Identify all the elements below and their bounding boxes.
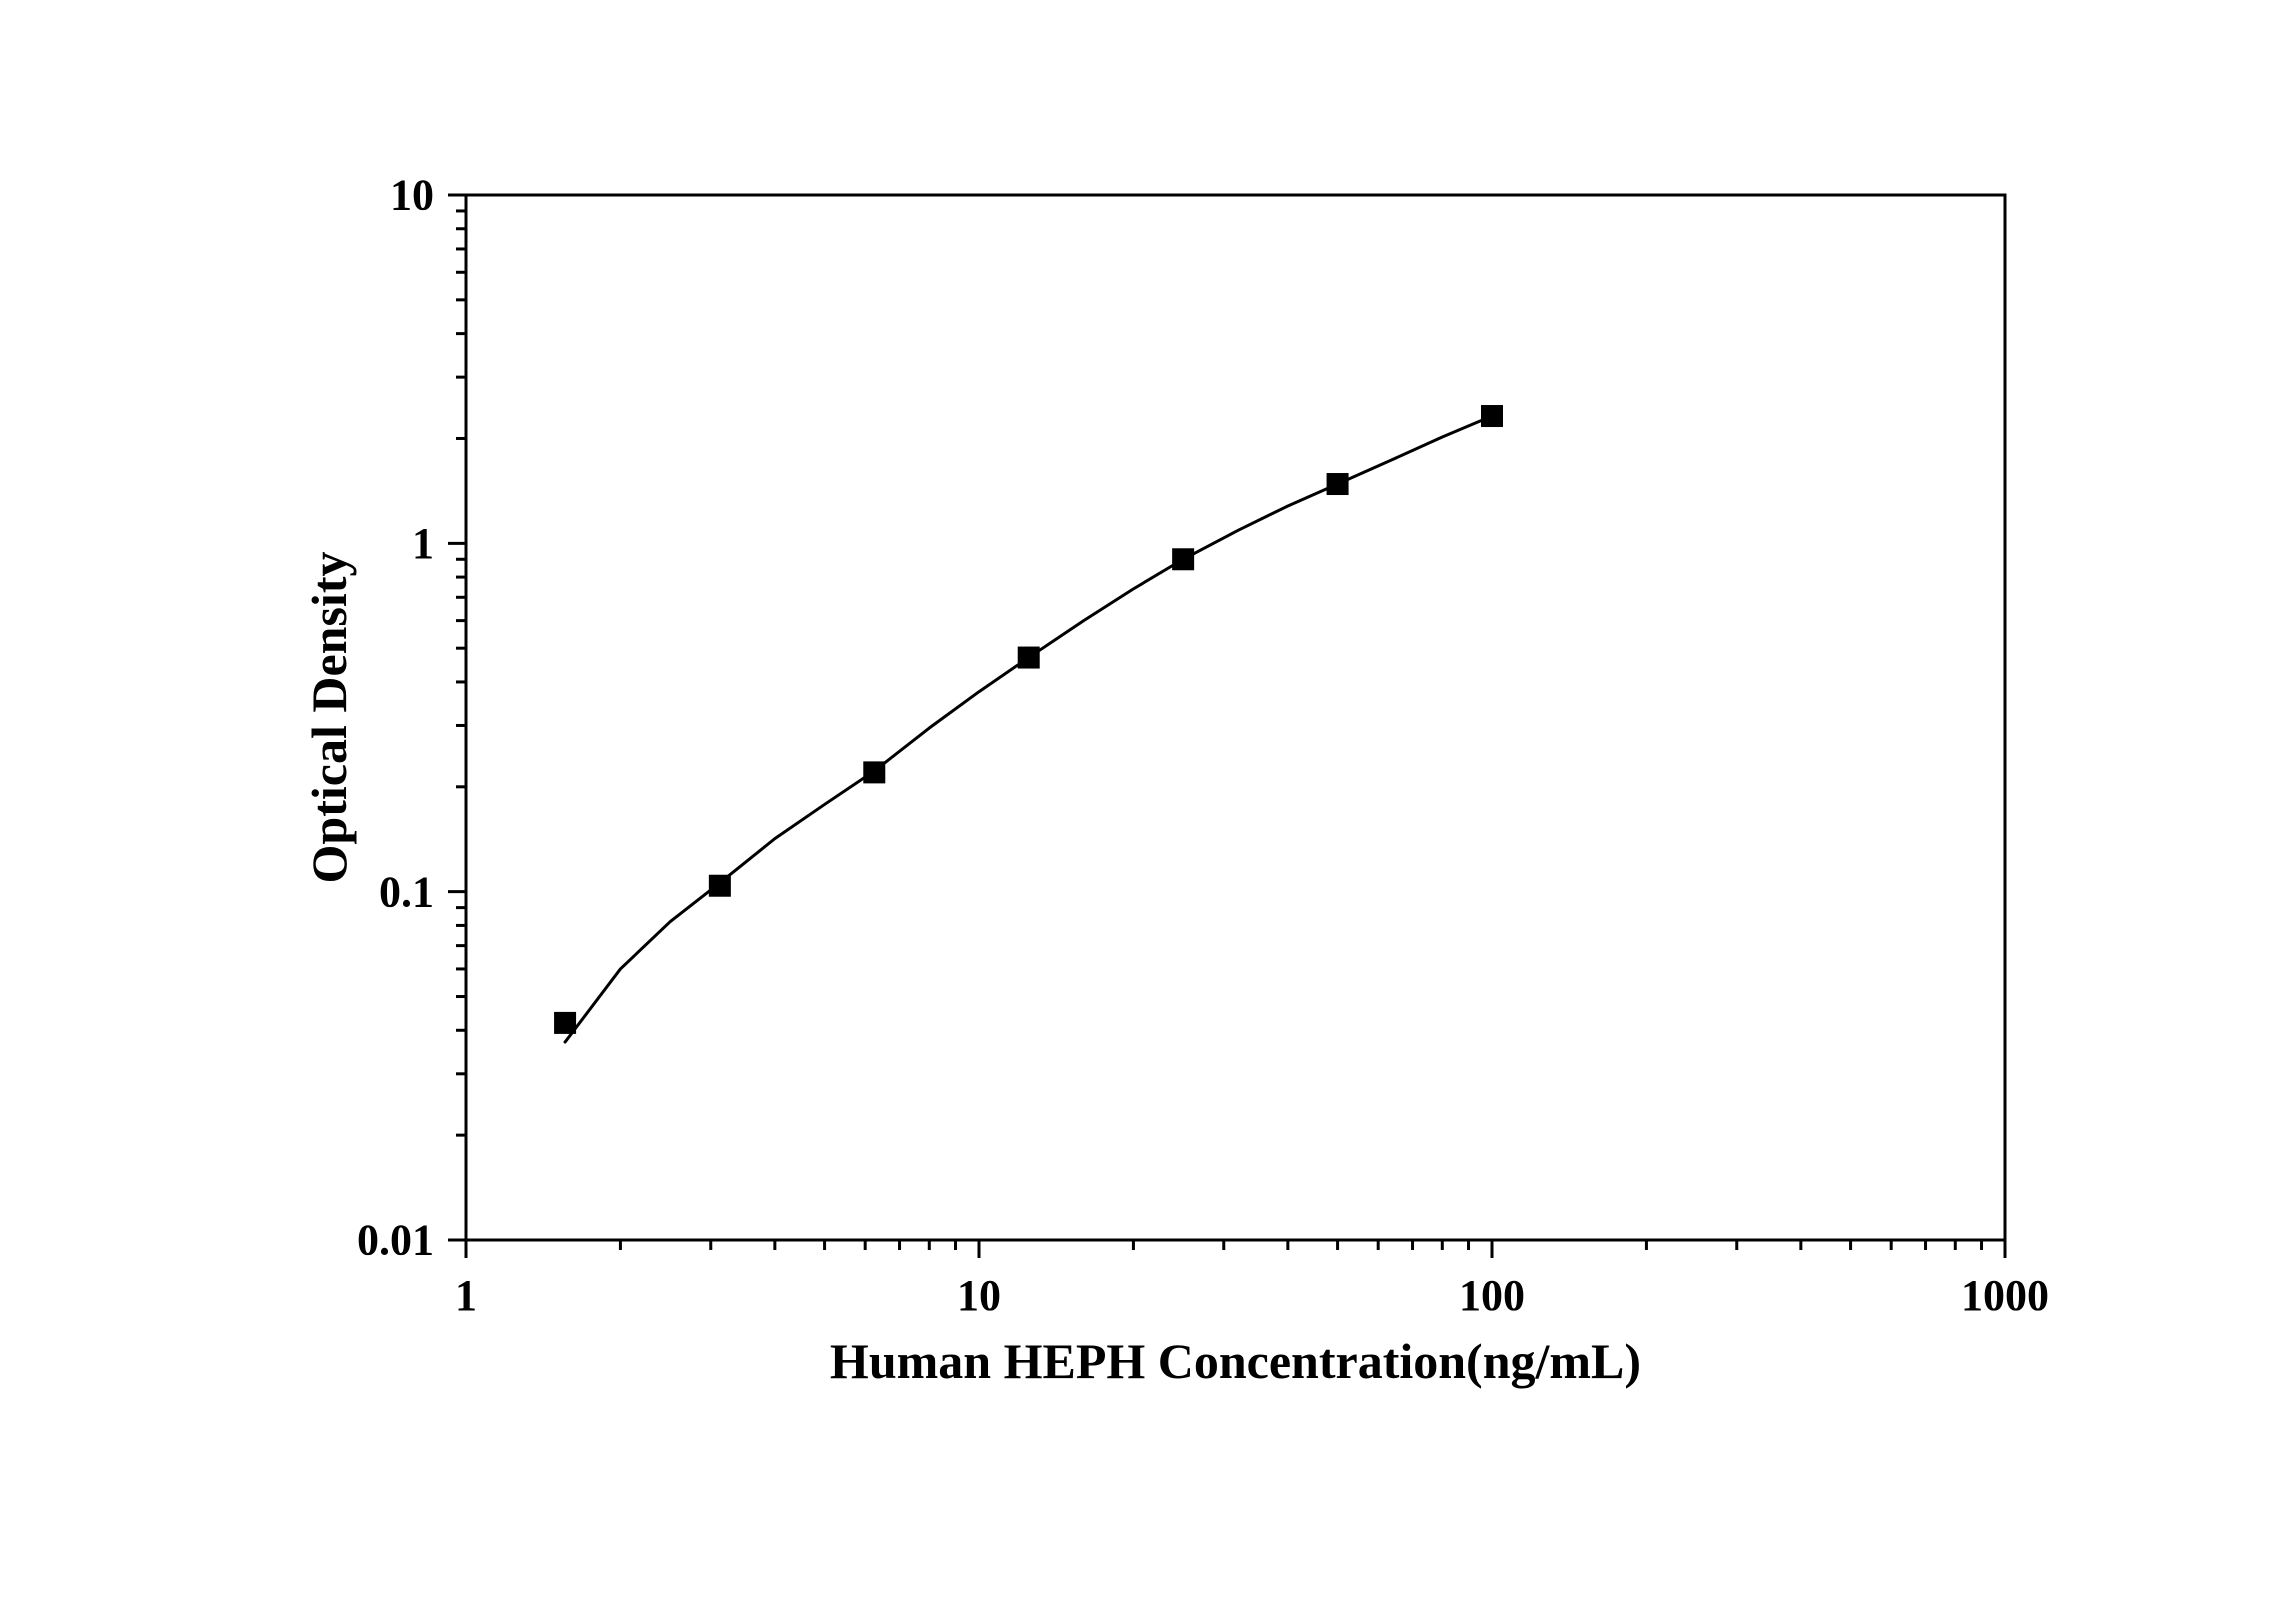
data-marker [554,1012,576,1034]
x-tick-label: 1 [455,1271,477,1320]
y-tick-label: 1 [412,519,434,568]
y-tick-label: 0.1 [379,867,434,916]
data-marker [863,761,885,783]
data-marker [1018,647,1040,669]
y-tick-label: 0.01 [357,1216,434,1265]
data-marker [1172,548,1194,570]
x-tick-label: 100 [1459,1271,1525,1320]
loglog-chart: 1 10 100 1000 0.01 0.1 1 10 Human HEPH Concentra… [0,0,2296,1604]
data-marker [1327,473,1349,495]
chart-container: 1 10 100 1000 0.01 0.1 1 10 Human HEPH Concentra… [0,0,2296,1604]
x-tick-label: 1000 [1961,1271,2049,1320]
data-marker [1481,405,1503,427]
x-axis-label: Human HEPH Concentration(ng/mL) [830,1333,1641,1389]
y-axis-label: Optical Density [301,552,357,884]
data-marker [709,875,731,897]
y-tick-label: 10 [390,171,434,220]
x-tick-label: 10 [957,1271,1001,1320]
